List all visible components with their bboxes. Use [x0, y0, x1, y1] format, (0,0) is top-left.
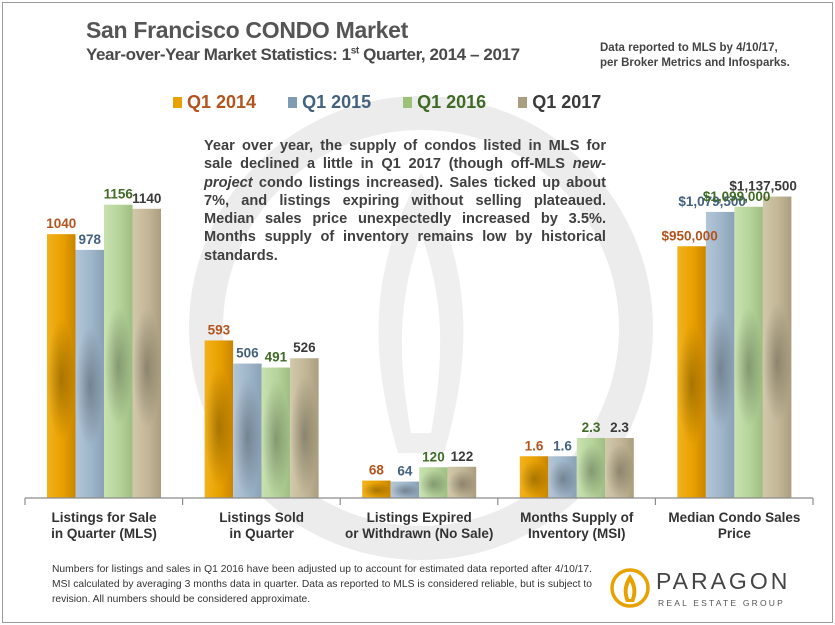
data-label: 526	[293, 340, 316, 355]
data-label: 120	[422, 449, 445, 464]
data-label: 1.6	[553, 438, 572, 453]
data-label: 2.3	[582, 420, 601, 435]
category-label: Listings for Sale in Quarter (MLS)	[25, 510, 183, 542]
data-label: 1040	[46, 216, 76, 231]
category-label-line: Listings Sold	[183, 510, 341, 526]
data-label: 68	[369, 463, 385, 478]
data-label: 506	[236, 346, 259, 361]
category-label-line: in Quarter (MLS)	[25, 526, 183, 542]
data-label: 978	[78, 232, 101, 247]
data-label: 593	[208, 322, 231, 337]
data-label: $1,137,500	[729, 179, 797, 194]
chart-frame: San Francisco CONDO Market Year-over-Yea…	[2, 2, 833, 623]
category-label-line: or Withdrawn (No Sale)	[340, 526, 498, 542]
category-label-line: Price	[655, 526, 813, 542]
data-label: 1.6	[525, 438, 544, 453]
paragon-logo: PARAGON REAL ESTATE GROUP	[610, 564, 820, 614]
category-label-line: Listings Expired	[340, 510, 498, 526]
category-label-line: Inventory (MSI)	[498, 526, 656, 542]
bar-shading	[104, 306, 133, 426]
category-label-line: in Quarter	[183, 526, 341, 542]
bar-shading	[520, 460, 549, 498]
category-label: Listings Expired or Withdrawn (No Sale)	[340, 510, 498, 542]
bar-shading	[290, 375, 319, 495]
category-label: Median Condo Sales Price	[655, 510, 813, 542]
bar-shading	[763, 302, 792, 422]
category-label-line: Listings for Sale	[25, 510, 183, 526]
category-label-line: Months Supply of	[498, 510, 656, 526]
bar-shading	[548, 460, 577, 498]
bar-shading	[47, 319, 76, 439]
bar-shading	[577, 444, 606, 498]
data-label: 2.3	[610, 420, 629, 435]
logo-tagline: REAL ESTATE GROUP	[658, 598, 785, 608]
bar-shading	[76, 326, 105, 446]
bar-shading	[734, 307, 763, 427]
bar-shading	[391, 483, 420, 498]
footnote: Numbers for listings and sales in Q1 201…	[52, 562, 592, 607]
bar-shading	[133, 308, 162, 428]
data-label: 122	[451, 449, 474, 464]
bar-shading	[262, 381, 291, 498]
data-label: 64	[397, 464, 413, 479]
bar-shading	[605, 444, 634, 498]
bar-shading	[205, 367, 234, 487]
bar-shading	[677, 325, 706, 445]
paragon-logo-icon	[610, 566, 650, 610]
logo-name: PARAGON	[656, 568, 790, 595]
data-label: 1140	[132, 191, 161, 206]
bar-shading	[706, 309, 735, 429]
category-label-line: Median Condo Sales	[655, 510, 813, 526]
category-label: Months Supply of Inventory (MSI)	[498, 510, 656, 542]
category-label: Listings Sold in Quarter	[183, 510, 341, 542]
bar-shading	[233, 378, 262, 498]
data-label: $950,000	[661, 228, 717, 243]
data-label: 491	[265, 350, 288, 365]
bar-shading	[448, 470, 477, 498]
data-label: 1156	[104, 187, 134, 202]
bar-shading	[362, 482, 391, 498]
commentary-text: Year over year, the supply of condos lis…	[204, 137, 606, 265]
bar-shading	[419, 470, 448, 498]
